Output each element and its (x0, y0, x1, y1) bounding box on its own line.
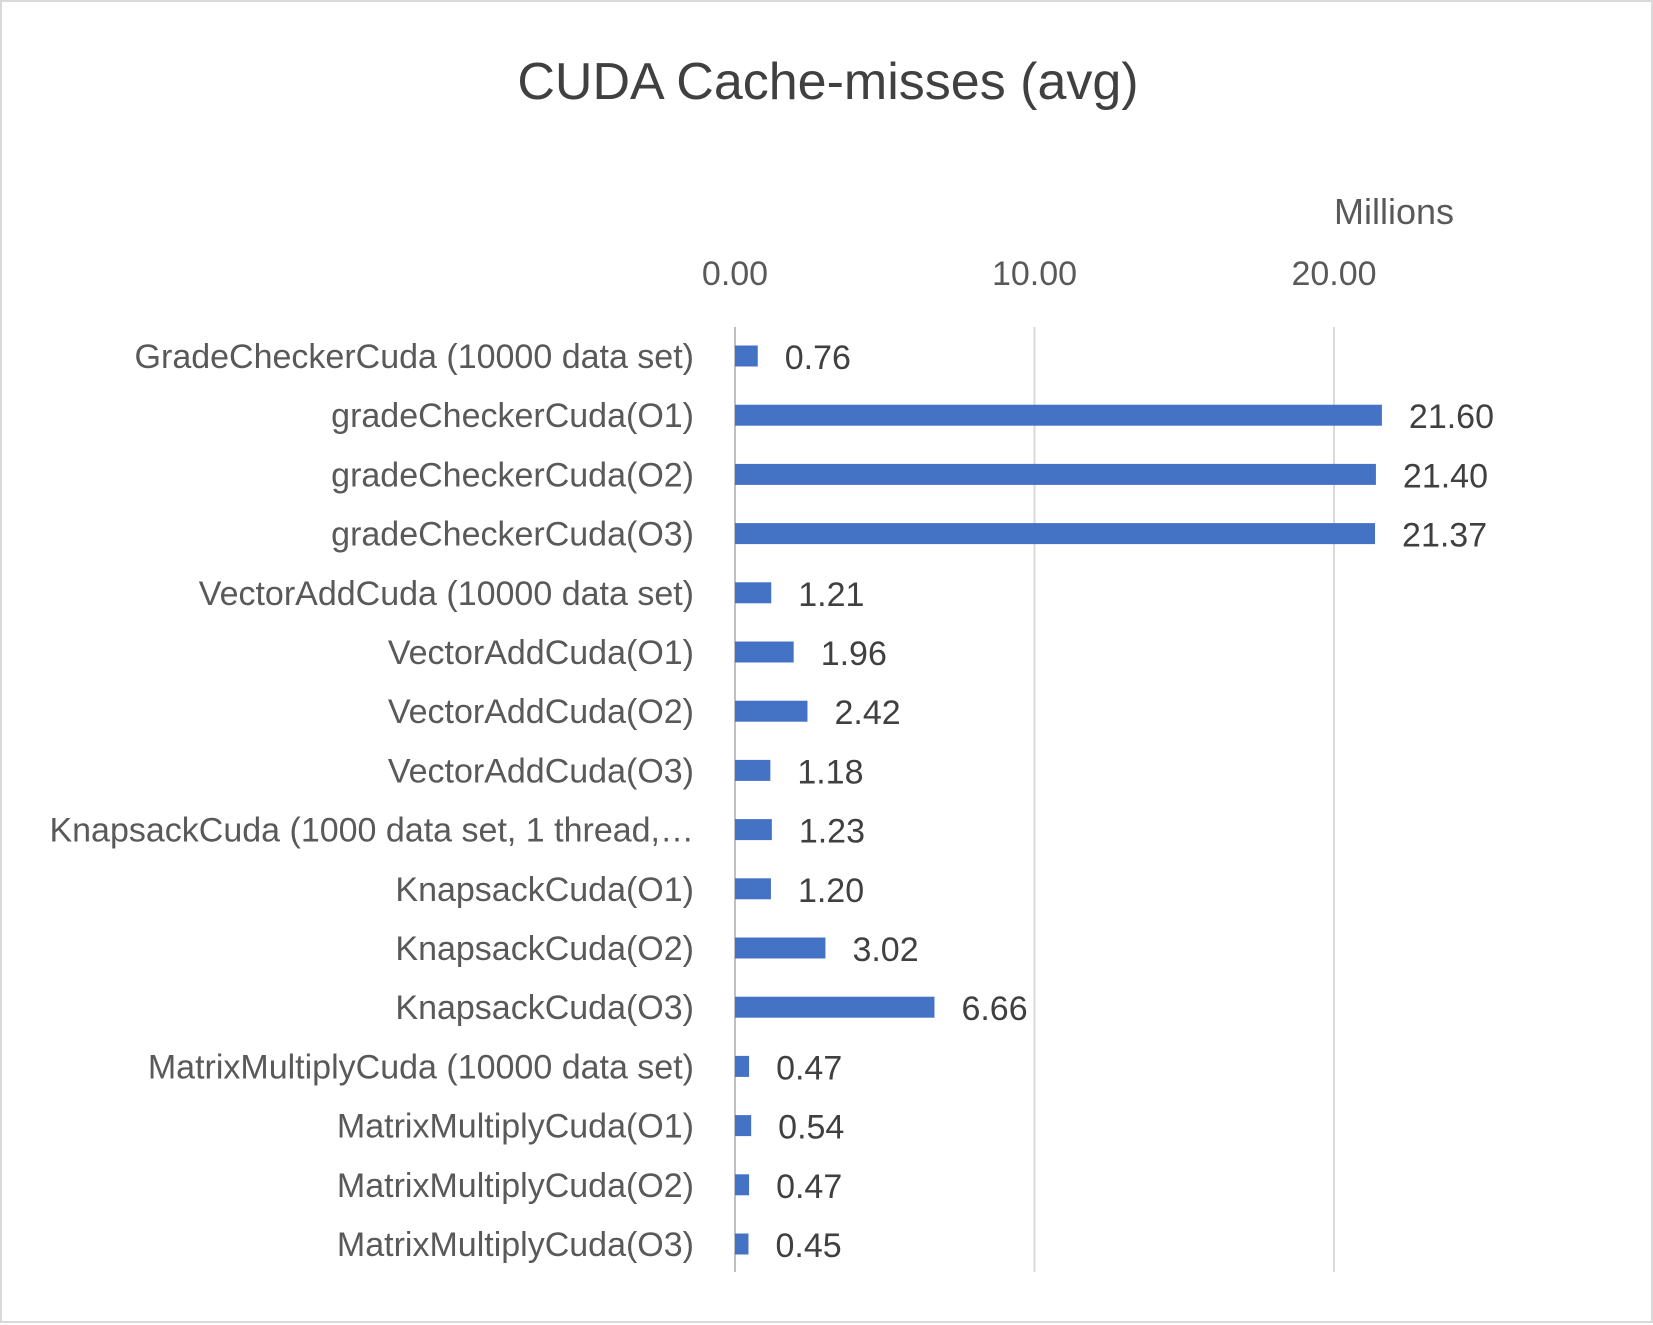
category-label: KnapsackCuda (1000 data set, 1 thread,… (49, 812, 694, 850)
category-label: VectorAddCuda(O3) (388, 752, 694, 790)
bar (735, 700, 808, 722)
bar (735, 937, 826, 959)
data-label: 1.18 (797, 753, 863, 791)
data-label: 0.47 (776, 1049, 842, 1087)
bar (735, 463, 1376, 485)
x-tick-label: 20.00 (1291, 255, 1376, 293)
category-label: GradeCheckerCuda (10000 data set) (135, 338, 694, 376)
bar (735, 1115, 752, 1137)
category-label: MatrixMultiplyCuda(O3) (337, 1226, 694, 1264)
bar (735, 523, 1376, 545)
data-label: 1.96 (821, 635, 887, 673)
bar (735, 819, 772, 841)
bar (735, 1055, 750, 1077)
data-label: 2.42 (834, 694, 900, 732)
category-label: KnapsackCuda(O2) (395, 930, 694, 968)
data-label: 21.40 (1403, 457, 1488, 495)
data-label: 21.37 (1402, 517, 1487, 555)
category-label: VectorAddCuda(O1) (388, 634, 694, 672)
value-labels: 0.76 21.60 21.40 21.37 1.21 1.96 2.42 1.18 1.23 1… (775, 339, 1494, 1265)
bar (735, 1233, 749, 1255)
bar (735, 345, 758, 367)
bars (735, 345, 1382, 1255)
category-labels: GradeCheckerCuda (10000 data set) gradeCh… (49, 338, 694, 1264)
data-label: 6.66 (961, 990, 1027, 1028)
data-label: 21.60 (1409, 398, 1494, 436)
category-label: KnapsackCuda(O3) (395, 989, 694, 1027)
data-label: 3.02 (852, 931, 918, 969)
category-label: gradeCheckerCuda(O3) (331, 516, 694, 554)
category-label: VectorAddCuda(O2) (388, 693, 694, 731)
data-label: 0.54 (778, 1109, 844, 1147)
x-tick-label: 0.00 (702, 255, 768, 293)
data-label: 0.76 (785, 339, 851, 377)
category-label: MatrixMultiplyCuda(O2) (337, 1167, 694, 1205)
bar (735, 641, 794, 663)
category-label: MatrixMultiplyCuda(O1) (337, 1108, 694, 1146)
x-tick-label: 10.00 (992, 255, 1077, 293)
category-label: MatrixMultiplyCuda (10000 data set) (148, 1048, 694, 1086)
bar (735, 759, 771, 781)
bar (735, 996, 935, 1018)
category-label: gradeCheckerCuda(O1) (331, 397, 694, 435)
bar (735, 404, 1382, 426)
bar (735, 1174, 750, 1196)
data-label: 0.47 (776, 1168, 842, 1206)
data-label: 0.45 (775, 1227, 841, 1265)
data-label: 1.20 (798, 872, 864, 910)
chart-title: CUDA Cache-misses (avg) (517, 53, 1138, 111)
category-label: VectorAddCuda (10000 data set) (199, 575, 694, 613)
bar (735, 582, 772, 604)
data-label: 1.23 (799, 813, 865, 851)
axis-unit-label: Millions (1334, 191, 1454, 232)
x-axis-ticks: 0.00 10.00 20.00 (702, 255, 1377, 293)
data-label: 1.21 (798, 576, 864, 614)
bar (735, 878, 771, 900)
category-label: KnapsackCuda(O1) (395, 871, 694, 909)
category-label: gradeCheckerCuda(O2) (331, 456, 694, 494)
